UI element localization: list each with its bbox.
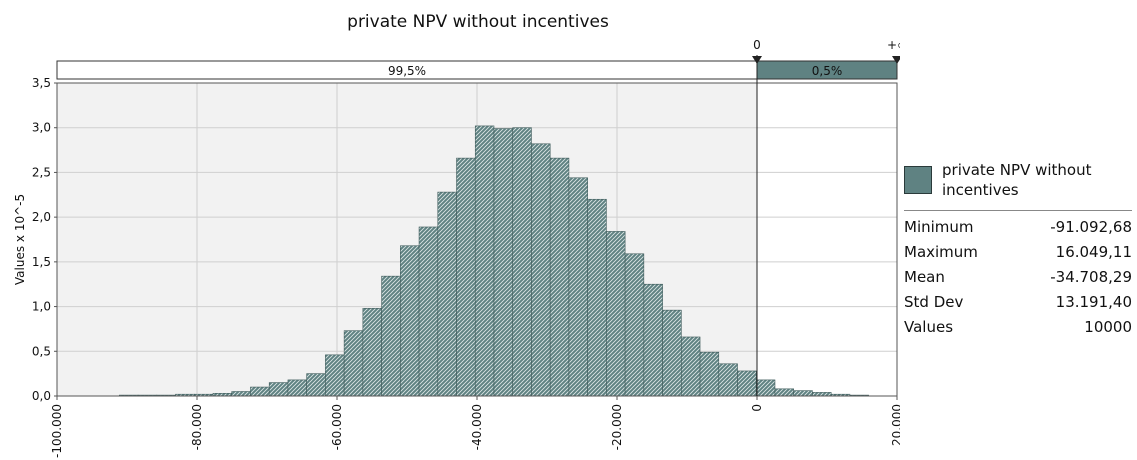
x-tick-label: 0	[750, 404, 764, 412]
histogram-bar	[493, 128, 514, 397]
x-tick-label: -80.000	[190, 404, 204, 450]
delimiter-markers[interactable]: 0 +∞	[752, 38, 900, 396]
x-tick-labels: -100.000 -80.000 -60.000 -40.000 -20.000 0 20.…	[50, 396, 900, 458]
histogram-bar	[737, 370, 757, 397]
delimiter-region-bar[interactable]: 99,5% 0,5%	[56, 60, 898, 80]
histogram-bar	[587, 198, 607, 397]
stat-label: Std Dev	[904, 293, 964, 311]
delimiter-handle	[752, 56, 762, 64]
histogram-bar	[643, 283, 663, 397]
y-tick-label: 0,5	[32, 344, 51, 358]
y-tick-label: 2,5	[32, 165, 51, 179]
histogram-bar	[531, 143, 551, 397]
histogram-bar	[418, 226, 439, 397]
legend-series-name: private NPV without incentives	[942, 161, 1092, 199]
histogram-bar	[268, 382, 289, 397]
histogram-bar	[325, 354, 345, 397]
stat-row: Std Dev 13.191,40	[904, 290, 1132, 315]
histogram-bar	[343, 330, 364, 397]
histogram-bar	[568, 177, 588, 397]
histogram-bar	[231, 391, 251, 397]
delimiter-label: 0	[753, 38, 761, 52]
histogram-bar	[287, 379, 307, 397]
stats-table: Minimum -91.092,68 Maximum 16.049,11 Mean -34…	[904, 215, 1132, 340]
stat-value: -34.708,29	[1050, 268, 1132, 286]
y-tick-label: 3,5	[32, 76, 51, 90]
y-tick-label: 1,5	[32, 255, 51, 269]
stat-label: Maximum	[904, 243, 978, 261]
stat-value: 13.191,40	[1055, 293, 1132, 311]
legend-divider	[904, 210, 1132, 211]
y-tick-label: 2,0	[32, 210, 51, 224]
histogram-bar	[250, 386, 270, 397]
y-tick-label: 1,0	[32, 300, 51, 314]
stat-row: Minimum -91.092,68	[904, 215, 1132, 240]
histogram-bar	[662, 309, 682, 397]
region-label: 99,5%	[388, 64, 426, 78]
x-tick-label: -40.000	[470, 404, 484, 450]
stat-row: Maximum 16.049,11	[904, 240, 1132, 265]
x-tick-label: 20.000	[890, 404, 900, 446]
x-tick-label: -20.000	[610, 404, 624, 450]
histogram-bar	[755, 379, 776, 397]
histogram-bar	[718, 363, 738, 397]
delimiter-handle	[892, 56, 900, 64]
legend-swatch	[904, 166, 932, 194]
histogram-bar	[400, 245, 420, 397]
y-tick-label: 0,0	[32, 389, 51, 403]
stat-value: -91.092,68	[1050, 218, 1132, 236]
y-axis-label: Values x 10^-5	[13, 194, 27, 285]
histogram-bar	[606, 231, 626, 397]
histogram-bar	[474, 125, 495, 397]
histogram-bar	[437, 191, 457, 397]
chart-title: private NPV without incentives	[347, 12, 609, 32]
x-tick-label: -100.000	[50, 404, 64, 458]
histogram-bar	[774, 388, 795, 397]
histogram-bar	[812, 392, 832, 397]
stat-row: Values 10000	[904, 315, 1132, 340]
stat-value: 10000	[1084, 318, 1132, 336]
x-tick-label: -60.000	[330, 404, 344, 450]
y-tick-label: 3,0	[32, 121, 51, 135]
histogram-bar	[624, 253, 645, 397]
stat-value: 16.049,11	[1055, 243, 1132, 261]
histogram-bar	[381, 275, 401, 397]
histogram-bar	[699, 351, 720, 397]
region-label: 0,5%	[812, 64, 843, 78]
histogram-bar	[681, 336, 701, 397]
histogram-bar	[306, 373, 326, 397]
legend-panel: private NPV without incentives Minimum -9…	[904, 160, 1132, 340]
stat-label: Mean	[904, 268, 945, 286]
plot-bg-right	[757, 83, 897, 396]
stat-row: Mean -34.708,29	[904, 265, 1132, 290]
histogram-chart: private NPV without incentives 99,5% 0,5%…	[13, 12, 900, 458]
y-tick-labels: 0,0 0,5 1,0 1,5 2,0 2,5 3,0 3,5	[32, 76, 57, 403]
histogram-bar	[362, 308, 382, 397]
stat-label: Minimum	[904, 218, 974, 236]
histogram-bars	[119, 125, 869, 397]
histogram-bar	[512, 127, 532, 397]
delimiter-label: +∞	[887, 38, 900, 52]
histogram-bar	[793, 390, 813, 397]
legend-entry: private NPV without incentives	[904, 160, 1132, 204]
histogram-bar	[549, 157, 570, 397]
histogram-bar	[456, 157, 476, 397]
stat-label: Values	[904, 318, 954, 336]
